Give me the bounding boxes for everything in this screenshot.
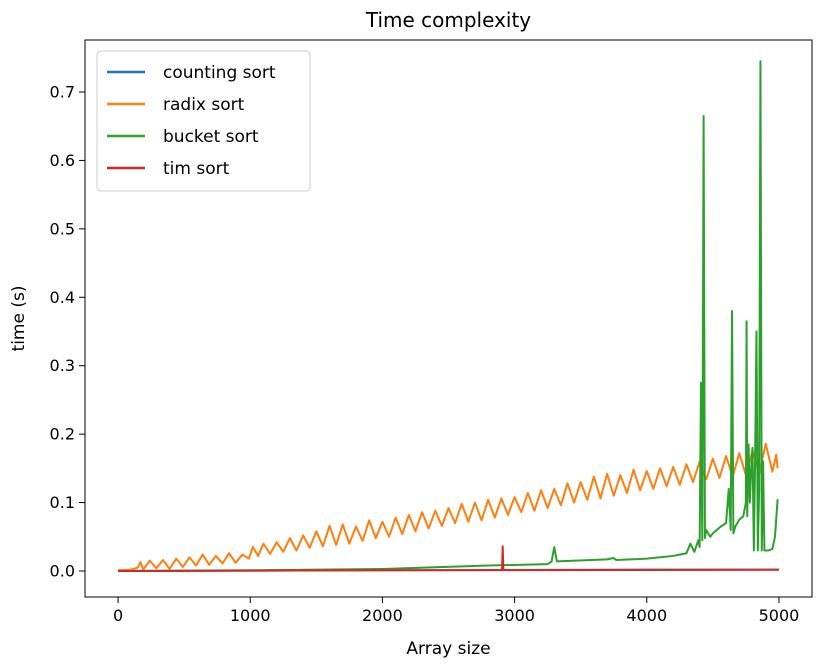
axes-frame xyxy=(84,39,813,598)
legend: counting sort radix sort bucket sort tim so… xyxy=(96,50,311,192)
legend-label-tim-sort: tim sort xyxy=(163,159,230,179)
x-tick-label: 3000 xyxy=(494,606,535,625)
y-tick-label: 0.4 xyxy=(50,288,75,307)
y-tick-label: 0.5 xyxy=(50,219,75,238)
y-axis-label: time (s) xyxy=(9,286,29,352)
y-tick-label: 0.3 xyxy=(50,356,75,375)
y-tick-label: 0.0 xyxy=(50,561,75,580)
x-tick-label: 5000 xyxy=(759,606,800,625)
x-tick-label: 1000 xyxy=(230,606,271,625)
y-axis-ticks: 0.0 0.1 0.2 0.3 0.4 0.5 0.6 0.7 xyxy=(50,83,85,580)
y-tick-label: 0.6 xyxy=(50,151,75,170)
x-axis-ticks: 0 1000 2000 3000 4000 5000 xyxy=(113,597,799,625)
series-line-bucket-sort xyxy=(118,60,779,572)
x-tick-label: 0 xyxy=(113,606,123,625)
legend-box xyxy=(96,50,311,192)
y-tick-label: 0.7 xyxy=(50,83,75,102)
legend-label-counting-sort: counting sort xyxy=(163,63,276,83)
x-tick-label: 2000 xyxy=(362,606,403,625)
legend-label-bucket-sort: bucket sort xyxy=(163,127,259,147)
series-line-tim-sort xyxy=(118,545,779,572)
y-tick-label: 0.2 xyxy=(50,425,75,444)
legend-label-radix-sort: radix sort xyxy=(163,95,245,115)
x-tick-label: 4000 xyxy=(626,606,667,625)
y-tick-label: 0.1 xyxy=(50,493,75,512)
x-axis-label: Array size xyxy=(406,639,490,659)
plot-area xyxy=(117,60,779,572)
chart-title: Time complexity xyxy=(365,8,531,32)
series-line-radix-sort xyxy=(117,442,779,572)
